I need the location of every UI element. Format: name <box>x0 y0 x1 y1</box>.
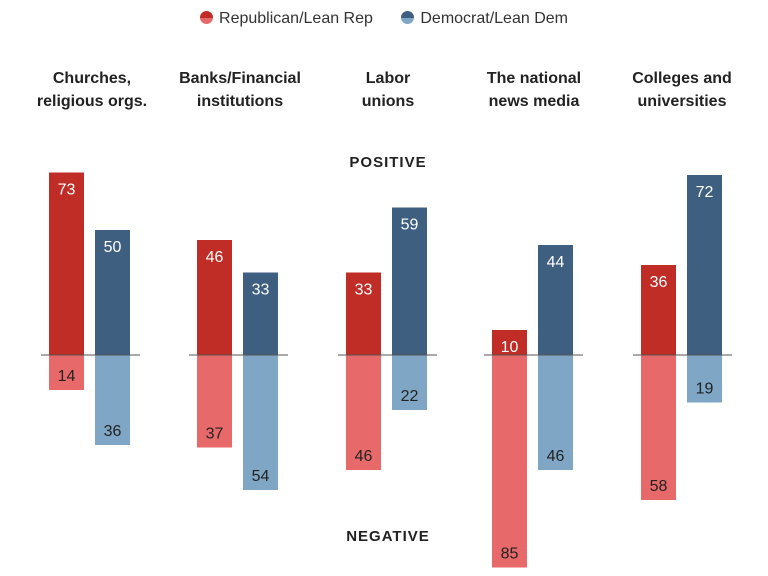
bar-value-negative: 46 <box>547 448 565 465</box>
bar-positive <box>492 330 527 355</box>
bar-value-positive: 33 <box>252 282 270 299</box>
bar-value-positive: 59 <box>401 217 419 234</box>
bar-negative <box>538 355 573 470</box>
bar-value-positive: 72 <box>696 184 714 201</box>
positive-label: POSITIVE <box>349 154 426 171</box>
bar-positive <box>243 272 278 355</box>
legend-label-republican: Republican/Lean Rep <box>219 10 373 27</box>
bar-negative <box>197 355 232 448</box>
bar-positive <box>346 272 381 355</box>
bar-value-positive: 44 <box>547 254 565 271</box>
republican-swatch-icon <box>200 11 214 24</box>
bar-negative <box>49 355 84 390</box>
bar-value-positive: 33 <box>355 282 373 299</box>
bar-positive <box>687 175 722 355</box>
democrat-swatch-icon <box>401 11 415 24</box>
bar-negative <box>243 355 278 490</box>
legend: Republican/Lean Rep Democrat/Lean Dem <box>0 10 768 28</box>
bar-value-negative: 14 <box>58 368 76 385</box>
bar-positive <box>197 240 232 355</box>
bar-positive <box>95 230 130 355</box>
bar-negative <box>95 355 130 445</box>
bar-value-negative: 22 <box>401 388 419 405</box>
category-label: universities <box>638 93 727 110</box>
bar-value-negative: 54 <box>252 468 270 485</box>
negative-label: NEGATIVE <box>346 528 430 545</box>
bar-value-positive: 50 <box>104 239 122 256</box>
bar-positive <box>49 172 84 355</box>
bar-value-negative: 19 <box>696 381 714 398</box>
category-label: institutions <box>197 93 283 110</box>
legend-label-democrat: Democrat/Lean Dem <box>420 10 568 27</box>
bar-value-negative: 58 <box>650 478 668 495</box>
bar-value-negative: 36 <box>104 423 122 440</box>
category-label: Colleges and <box>632 70 732 87</box>
bar-value-positive: 73 <box>58 182 76 199</box>
legend-item-republican: Republican/Lean Rep <box>200 10 373 28</box>
bar-positive <box>641 265 676 355</box>
category-label: Churches, <box>53 70 131 87</box>
bar-value-negative: 46 <box>355 448 373 465</box>
bar-positive <box>538 245 573 355</box>
bar-negative <box>392 355 427 410</box>
bar-value-positive: 46 <box>206 249 224 266</box>
legend-item-democrat: Democrat/Lean Dem <box>401 10 568 28</box>
category-label: religious orgs. <box>37 93 147 110</box>
category-label: Banks/Financial <box>179 70 301 87</box>
bar-negative <box>346 355 381 470</box>
bar-negative <box>641 355 676 500</box>
bar-positive <box>392 207 427 355</box>
bar-value-negative: 37 <box>206 426 224 443</box>
category-label: Labor <box>366 70 410 87</box>
bar-value-negative: 85 <box>501 546 519 563</box>
bar-negative <box>492 355 527 568</box>
bar-negative <box>687 355 722 403</box>
category-label: The national <box>487 70 581 87</box>
bar-value-positive: 36 <box>650 274 668 291</box>
category-label: unions <box>362 93 415 110</box>
category-label: news media <box>489 93 580 110</box>
bar-value-positive: 10 <box>501 339 519 356</box>
